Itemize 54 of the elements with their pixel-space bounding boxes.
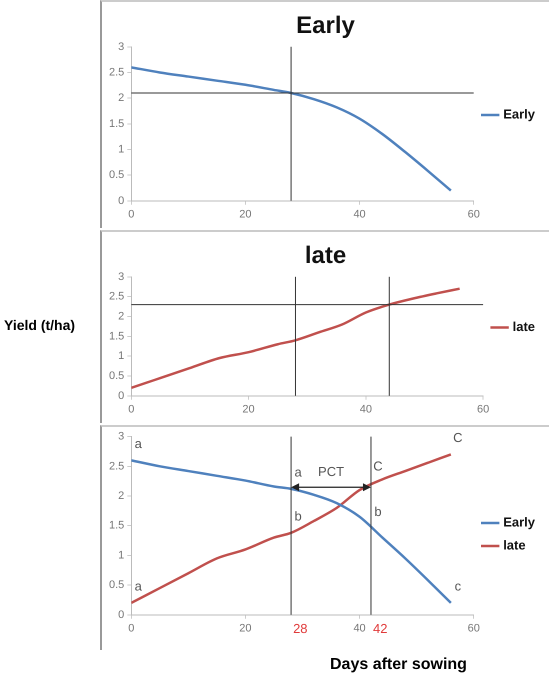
x-axis-title: Days after sowing xyxy=(330,656,467,674)
x-tick-label: 0 xyxy=(128,403,134,416)
y-tick-label: 0.5 xyxy=(108,370,124,382)
y-tick-label: 2 xyxy=(118,490,124,502)
y-tick-label: 2.5 xyxy=(108,460,124,472)
x-tick-label: 60 xyxy=(468,208,480,220)
y-tick-label: 3 xyxy=(118,430,124,443)
x-tick-label: 20 xyxy=(239,622,252,634)
annotation: a xyxy=(134,578,143,594)
annotation: b xyxy=(294,508,302,524)
x-tick-label: 40 xyxy=(353,208,366,220)
y-tick-label: 1 xyxy=(118,350,124,362)
y-tick-label: 2.5 xyxy=(108,290,124,303)
y-tick-label: 3 xyxy=(118,40,124,53)
y-tick-label: 1.5 xyxy=(108,118,124,130)
legend-label: late xyxy=(503,538,526,553)
ref-line-label: 28 xyxy=(293,620,308,636)
y-tick-label: 1.5 xyxy=(108,520,124,532)
legend-label: late xyxy=(512,319,536,334)
ref-line-label: 42 xyxy=(372,620,388,636)
y-tick-label: 0.5 xyxy=(108,169,124,182)
y-tick-label: 2 xyxy=(118,310,124,322)
chart-title: Early xyxy=(296,12,356,40)
y-axis-title: Yield (t/ha) xyxy=(4,316,76,332)
x-tick-label: 60 xyxy=(476,403,490,416)
chart-title: late xyxy=(304,242,346,270)
legend-label: Early xyxy=(503,514,536,530)
y-tick-label: 1 xyxy=(118,549,124,562)
y-tick-label: 2 xyxy=(118,92,124,104)
annotation: C xyxy=(373,458,383,474)
line-series xyxy=(131,66,452,192)
x-tick-label: 20 xyxy=(239,208,252,220)
x-tick-label: 40 xyxy=(353,622,366,634)
y-tick-label: 3 xyxy=(118,270,124,283)
annotation: a xyxy=(134,436,143,451)
annotation: b xyxy=(374,504,382,520)
y-tick-label: 0 xyxy=(118,194,124,207)
y-tick-label: 1 xyxy=(118,144,124,156)
line-series xyxy=(131,287,461,390)
y-tick-label: 0 xyxy=(118,390,124,402)
annotation: C xyxy=(453,430,463,445)
annotation: a xyxy=(294,464,302,480)
x-tick-label: 40 xyxy=(360,403,372,416)
x-tick-label: 60 xyxy=(468,622,480,634)
x-tick-label: 0 xyxy=(128,622,134,634)
y-tick-label: 0 xyxy=(118,608,124,621)
annotation: c xyxy=(454,578,462,594)
annotation: PCT xyxy=(318,464,344,479)
y-tick-label: 2.5 xyxy=(108,66,124,78)
y-tick-label: 0.5 xyxy=(108,579,124,592)
x-tick-label: 20 xyxy=(242,403,255,416)
x-tick-label: 0 xyxy=(128,208,134,220)
legend-label: Early xyxy=(503,106,536,122)
y-tick-label: 1.5 xyxy=(108,330,124,342)
